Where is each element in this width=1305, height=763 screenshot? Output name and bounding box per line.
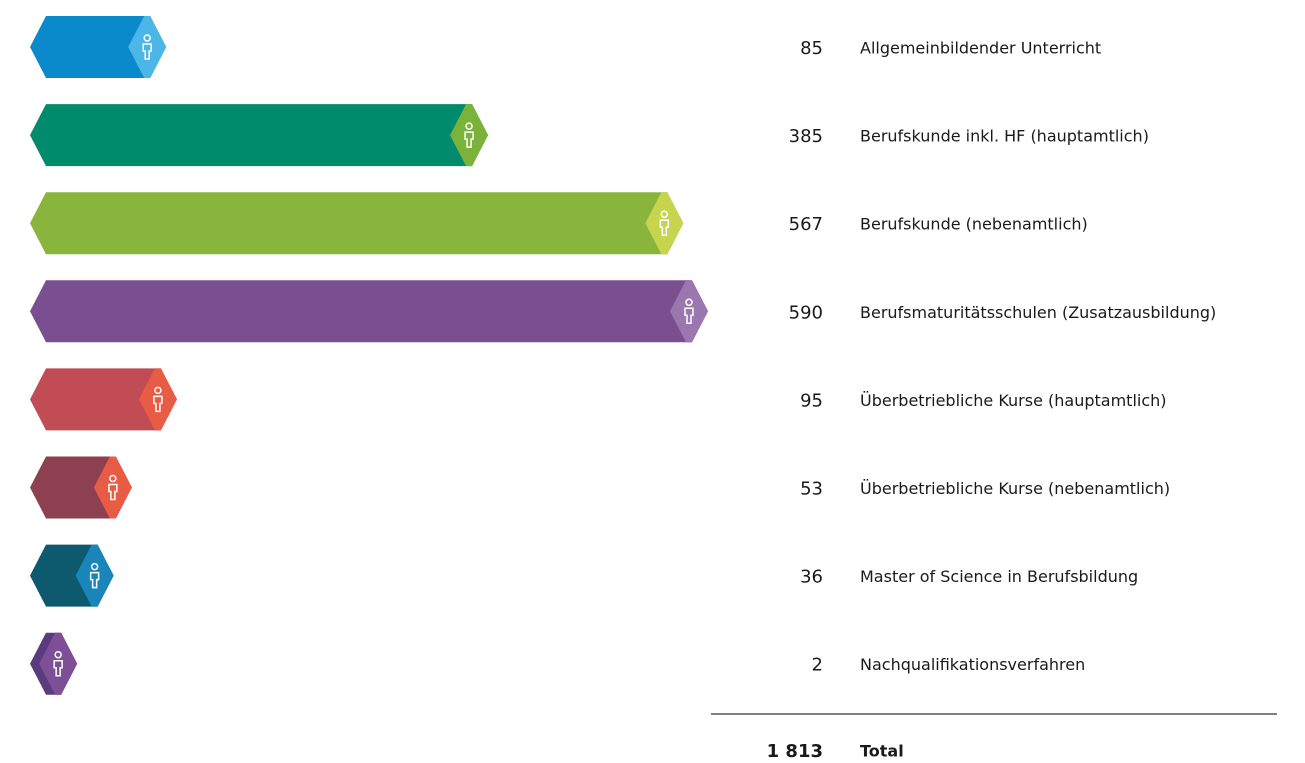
person-icon: [465, 122, 473, 130]
category-label: Allgemeinbildender Unterricht: [860, 39, 1101, 58]
bar-tip: [450, 104, 489, 167]
bar-tip: [670, 280, 708, 343]
value-label: 567: [789, 214, 823, 235]
value-label: 85: [800, 38, 823, 59]
bar: [30, 192, 684, 255]
person-icon: [90, 562, 99, 571]
total-value: 1 813: [767, 741, 823, 762]
bar-tip: [645, 192, 684, 255]
category-label: Master of Science in Berufsbildung: [860, 567, 1138, 586]
bar: [30, 16, 167, 78]
person-icon: [143, 34, 151, 42]
value-label: 95: [800, 390, 823, 411]
person-icon: [154, 386, 162, 395]
person-icon: [54, 650, 62, 659]
category-label: Nachqualifikationsverfahren: [860, 655, 1085, 674]
person-icon: [142, 43, 152, 60]
value-label: 36: [800, 567, 823, 588]
value-label: 2: [812, 655, 823, 676]
value-label: 385: [789, 126, 823, 147]
person-icon: [109, 474, 117, 483]
value-label: 53: [800, 479, 823, 500]
person-icon: [659, 219, 670, 236]
category-label: Berufsmaturitätsschulen (Zusatzausbildun…: [860, 303, 1216, 322]
bar-tip: [93, 456, 132, 519]
person-icon: [153, 395, 163, 413]
person-icon: [108, 483, 118, 501]
bar: [30, 104, 489, 167]
value-label: 590: [789, 302, 823, 323]
person-icon: [89, 571, 100, 589]
bar-tip: [39, 632, 78, 695]
bar: [30, 368, 177, 431]
total-label: Total: [860, 742, 904, 761]
person-icon: [464, 131, 474, 148]
person-icon: [660, 210, 669, 218]
category-label: Überbetriebliche Kurse (nebenamtlich): [860, 479, 1170, 498]
bar-tip: [138, 368, 177, 431]
category-label: Berufskunde (nebenamtlich): [860, 215, 1088, 234]
person-icon: [53, 659, 63, 677]
person-icon: [685, 298, 693, 307]
category-label: Berufskunde inkl. HF (hauptamtlich): [860, 127, 1149, 146]
bar-tip: [128, 16, 167, 78]
category-label: Überbetriebliche Kurse (hauptamtlich): [860, 391, 1167, 410]
person-icon: [684, 307, 694, 325]
bar: [30, 280, 708, 343]
bar-tip: [75, 544, 114, 607]
